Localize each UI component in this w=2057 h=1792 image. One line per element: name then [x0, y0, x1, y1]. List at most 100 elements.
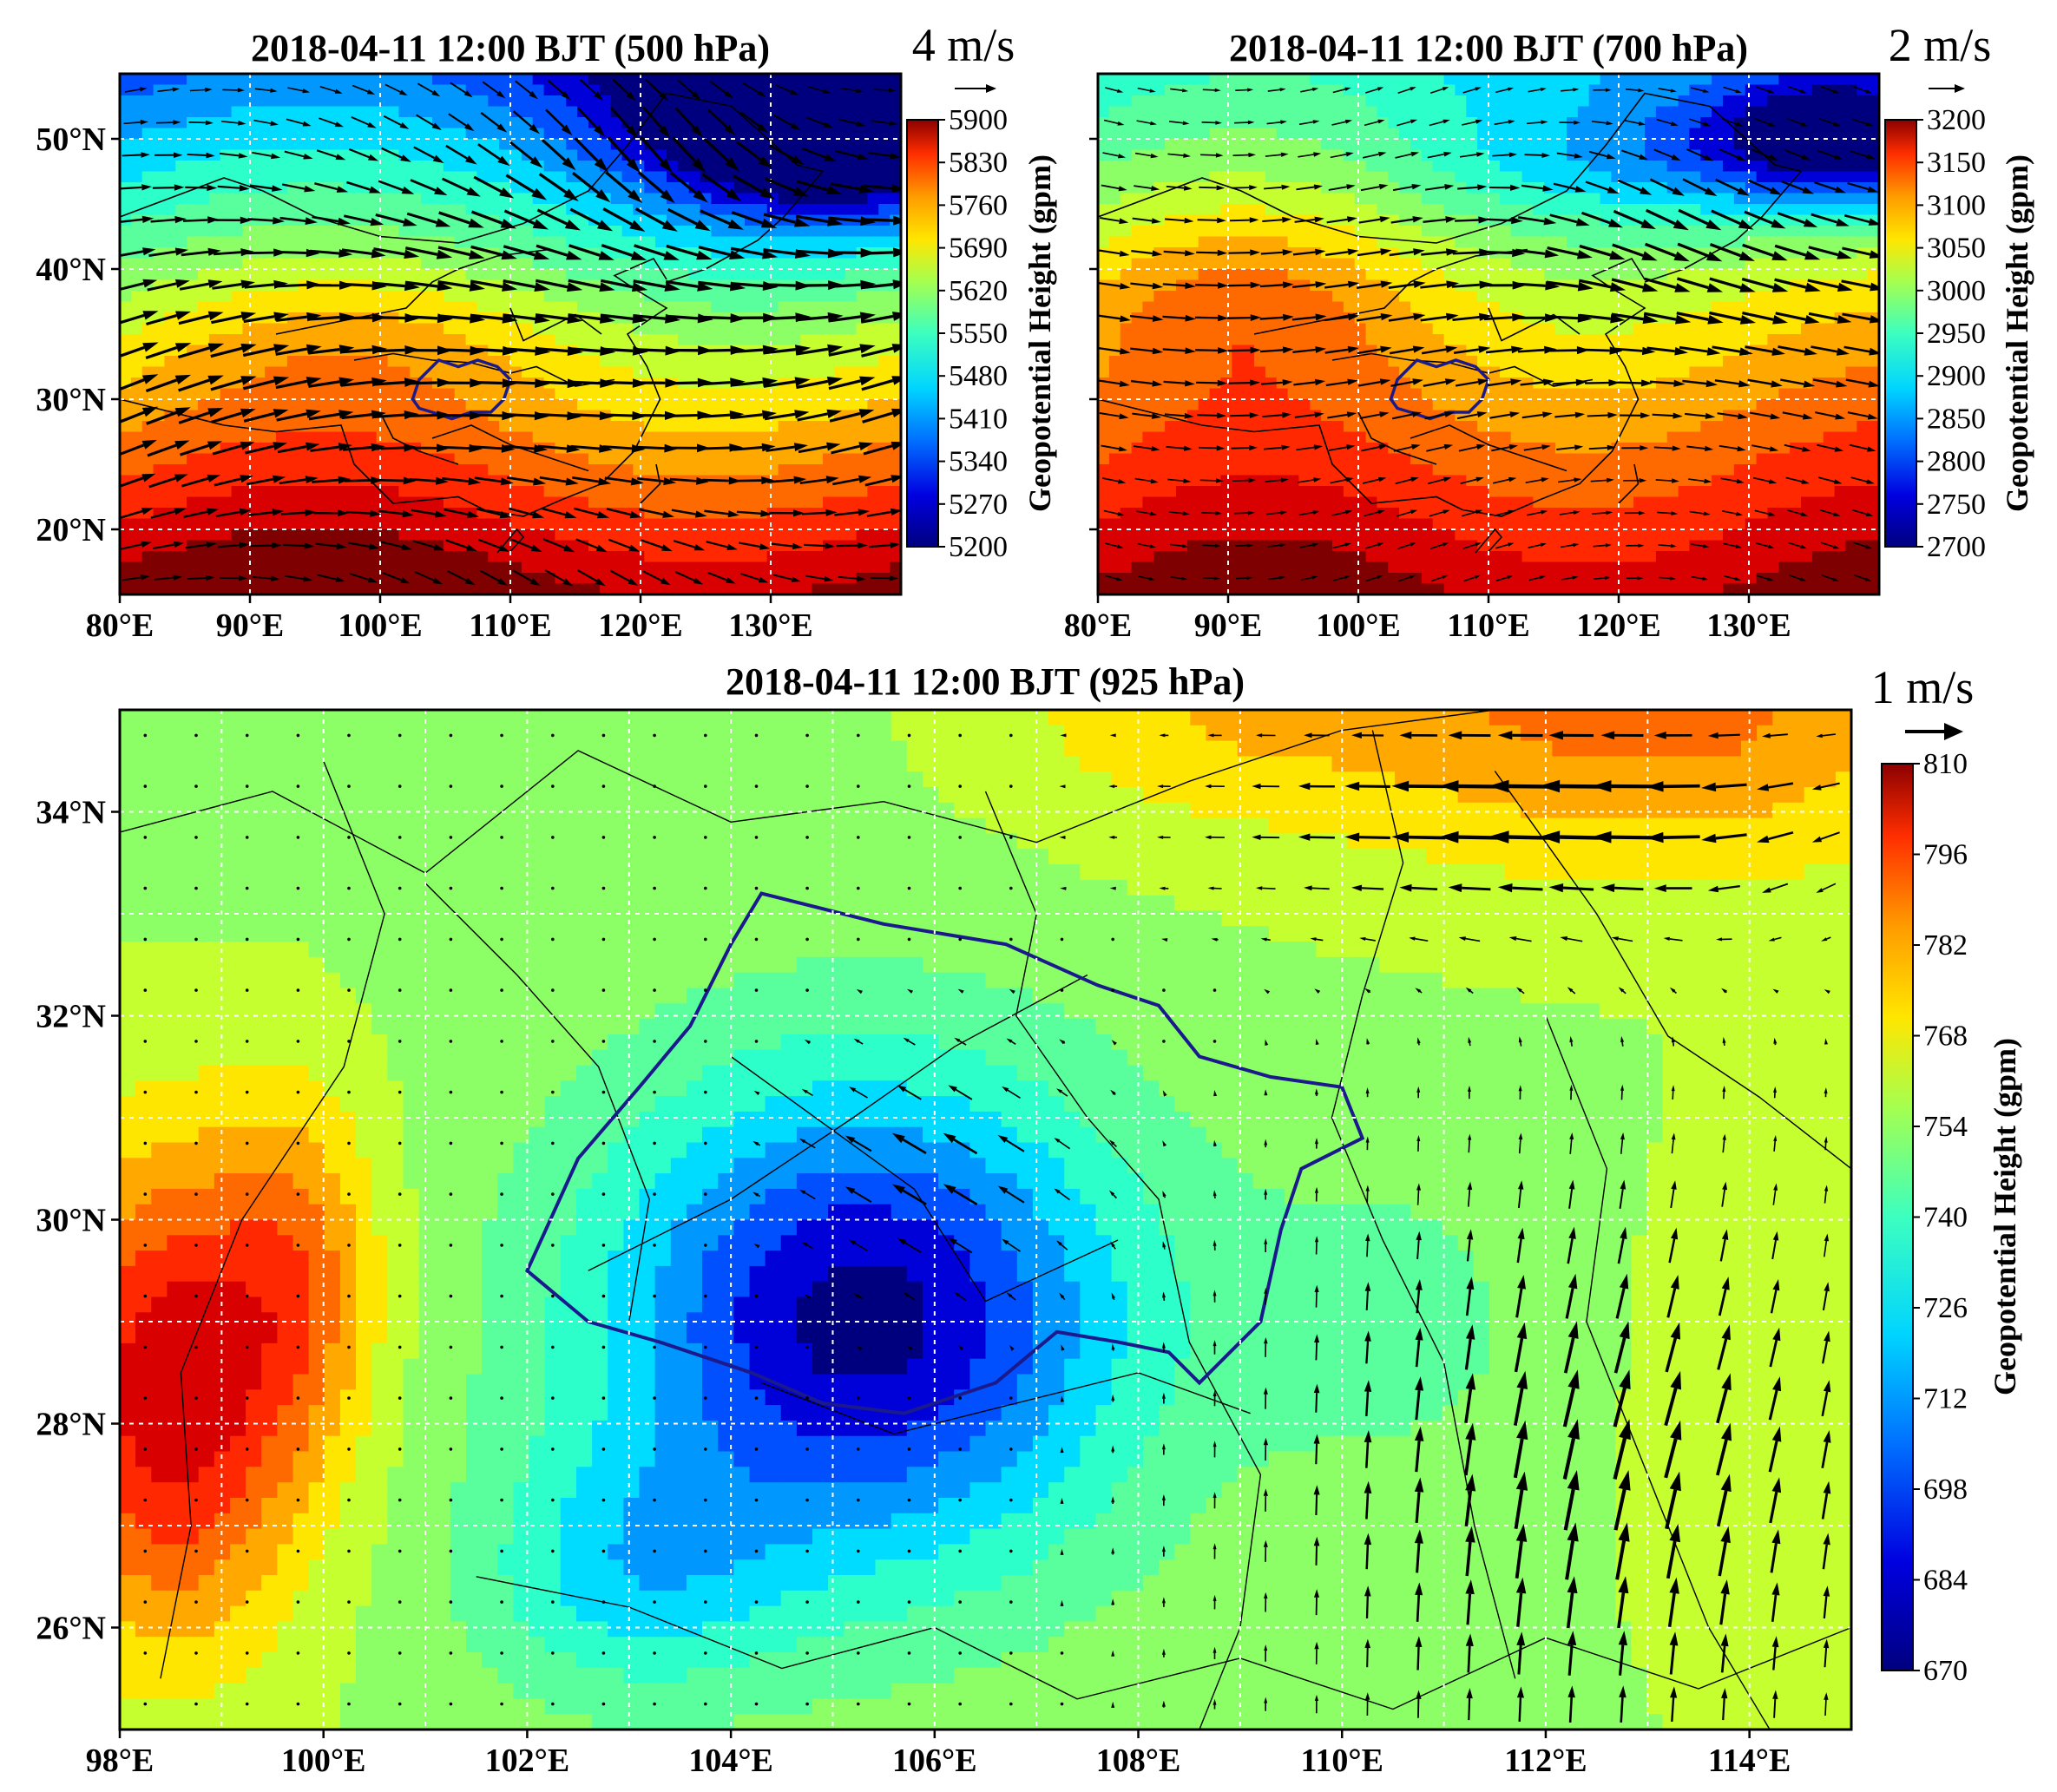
- height-cell: [488, 389, 500, 400]
- height-cell: [577, 226, 589, 237]
- height-cell: [1288, 182, 1300, 194]
- height-cell: [276, 139, 288, 150]
- height-cell: [823, 161, 835, 172]
- height-cell: [711, 334, 723, 345]
- height-cell: [779, 367, 791, 378]
- height-cell: [1298, 107, 1311, 118]
- height-cell: [455, 74, 467, 85]
- height-cell: [622, 529, 634, 541]
- height-cell: [220, 259, 233, 270]
- height-cell: [1142, 454, 1154, 465]
- height-cell: [164, 562, 176, 574]
- height-cell: [779, 269, 791, 280]
- height-cell: [299, 259, 311, 270]
- height-cell: [689, 519, 701, 530]
- height-cell: [410, 519, 422, 530]
- height-cell: [164, 464, 176, 476]
- height-cell: [209, 259, 221, 270]
- height-cell: [220, 161, 233, 172]
- height-cell: [1153, 269, 1166, 280]
- height-cell: [1265, 551, 1278, 562]
- height-cell: [142, 269, 154, 280]
- height-cell: [488, 128, 500, 140]
- height-cell: [745, 172, 757, 183]
- height-cell: [476, 161, 489, 172]
- height-cell: [689, 139, 701, 150]
- height-cell: [544, 291, 556, 302]
- height-cell: [555, 107, 567, 118]
- height-cell: [823, 291, 835, 302]
- height-cell: [276, 356, 288, 367]
- height-cell: [689, 464, 701, 476]
- height-cell: [377, 356, 389, 367]
- height-cell: [377, 107, 389, 118]
- height-cell: [410, 551, 422, 562]
- height-cell: [142, 139, 154, 150]
- height-cell: [354, 291, 366, 302]
- height-cell: [175, 128, 187, 140]
- height-cell: [667, 389, 679, 400]
- height-cell: [867, 269, 879, 280]
- height-cell: [857, 529, 869, 541]
- height-cell: [164, 551, 176, 562]
- height-cell: [343, 497, 355, 509]
- height-cell: [834, 334, 846, 345]
- height-cell: [466, 367, 478, 378]
- height-cell: [198, 367, 210, 378]
- height-cell: [1109, 389, 1121, 400]
- height-cell: [533, 107, 545, 118]
- height-cell: [1254, 389, 1266, 400]
- height-cell: [1344, 302, 1356, 313]
- height-cell: [756, 259, 768, 270]
- height-cell: [1098, 410, 1110, 422]
- height-cell: [1199, 226, 1211, 237]
- height-cell: [857, 269, 869, 280]
- height-cell: [878, 237, 890, 248]
- height-cell: [1277, 259, 1289, 270]
- height-cell: [154, 139, 166, 150]
- height-cell: [555, 519, 567, 530]
- height-cell: [700, 432, 713, 443]
- height-cell: [588, 356, 601, 367]
- height-cell: [253, 291, 266, 302]
- height-cell: [1142, 161, 1154, 172]
- height-cell: [611, 324, 623, 335]
- height-cell: [834, 399, 846, 410]
- height-cell: [1344, 128, 1356, 140]
- height-cell: [164, 389, 176, 400]
- height-cell: [622, 269, 634, 280]
- height-cell: [510, 421, 522, 432]
- height-cell: [299, 464, 311, 476]
- height-cell: [510, 486, 522, 497]
- height-cell: [1199, 562, 1211, 574]
- height-cell: [745, 389, 757, 400]
- height-cell: [1153, 117, 1166, 128]
- height-cell: [722, 529, 734, 541]
- height-cell: [722, 519, 734, 530]
- height-cell: [1310, 74, 1322, 85]
- height-cell: [343, 259, 355, 270]
- height-cell: [600, 356, 612, 367]
- height-cell: [1187, 259, 1199, 270]
- height-cell: [398, 356, 411, 367]
- height-cell: [867, 128, 879, 140]
- height-cell: [689, 107, 701, 118]
- height-cell: [1298, 161, 1311, 172]
- height-cell: [1243, 324, 1255, 335]
- height-cell: [120, 454, 132, 465]
- height-cell: [1165, 356, 1177, 367]
- height-cell: [1142, 302, 1154, 313]
- height-cell: [1232, 107, 1244, 118]
- colorbar-tick-label: 5620: [949, 275, 1008, 307]
- height-cell: [232, 95, 244, 107]
- height-cell: [1187, 541, 1199, 552]
- height-cell: [142, 562, 154, 574]
- height-cell: [154, 74, 166, 85]
- height-cell: [745, 324, 757, 335]
- y-tick-label: 20°N: [36, 512, 106, 548]
- height-cell: [522, 454, 534, 465]
- height-cell: [1109, 324, 1121, 335]
- height-cell: [1344, 204, 1356, 215]
- height-cell: [633, 85, 645, 96]
- height-cell: [154, 497, 166, 509]
